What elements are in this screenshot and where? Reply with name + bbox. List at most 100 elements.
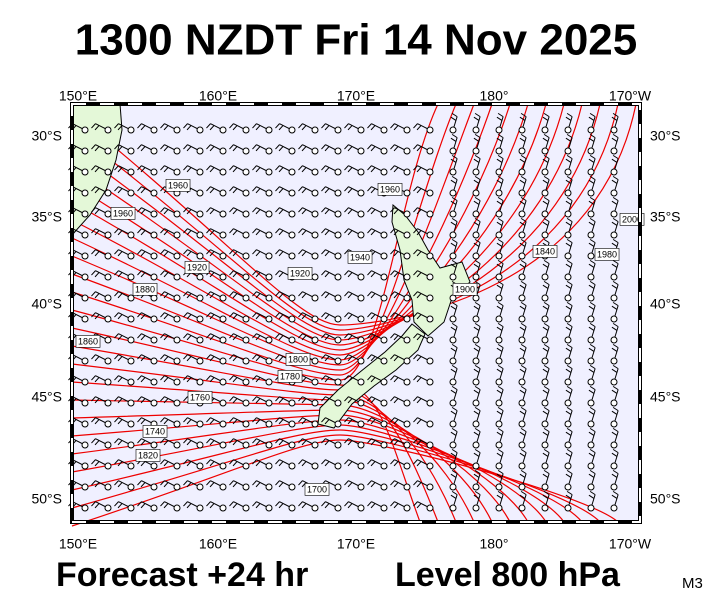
station <box>587 273 595 281</box>
station <box>288 420 296 428</box>
barb-feather <box>611 116 618 121</box>
barb-feather <box>324 314 330 320</box>
barb-feather <box>344 333 349 339</box>
barb-feather <box>163 440 169 446</box>
station <box>334 210 342 218</box>
barb-feather <box>278 251 284 257</box>
barb-feather <box>206 186 211 192</box>
station <box>472 336 480 344</box>
barb-feather <box>347 188 353 194</box>
station <box>219 336 227 344</box>
station <box>426 462 434 470</box>
station <box>81 420 89 428</box>
station <box>288 399 296 407</box>
station <box>357 357 365 365</box>
station <box>518 147 526 155</box>
barb-feather <box>229 228 234 234</box>
barb-feather <box>324 230 330 236</box>
station <box>242 252 250 260</box>
barb-feather <box>252 417 257 423</box>
barb-feather <box>413 123 418 129</box>
barb-feather <box>370 188 376 194</box>
barb-feather <box>520 448 527 454</box>
station <box>426 483 434 491</box>
barb-feather <box>94 419 100 425</box>
barb-feather <box>252 501 257 507</box>
station <box>587 315 595 323</box>
barb-feather <box>473 473 480 478</box>
station <box>311 252 319 260</box>
barb-feather <box>474 469 481 475</box>
barb-feather <box>451 322 458 328</box>
barb-feather <box>497 238 504 244</box>
station <box>357 189 365 197</box>
station <box>150 315 158 323</box>
station <box>334 252 342 260</box>
station <box>127 462 135 470</box>
contour-label-box <box>304 483 330 496</box>
barb-feather <box>612 448 619 454</box>
barb-feather <box>451 406 458 412</box>
station <box>334 483 342 491</box>
barb-feather <box>278 293 284 299</box>
barb-feather <box>94 314 100 320</box>
station <box>265 231 273 239</box>
barb-feather <box>137 312 142 318</box>
barb-feather <box>114 438 119 444</box>
contour-line <box>71 439 619 527</box>
station <box>104 378 112 386</box>
station <box>219 210 227 218</box>
station <box>81 231 89 239</box>
barb-feather <box>160 375 165 381</box>
station <box>587 399 595 407</box>
barb-feather <box>321 144 326 150</box>
barb-feather <box>451 301 458 307</box>
station <box>472 210 480 218</box>
barb-feather <box>520 217 527 223</box>
barb-feather <box>163 251 169 257</box>
barb-feather <box>298 459 303 465</box>
barb-feather <box>370 482 376 488</box>
barb-feather <box>140 377 146 383</box>
barb-feather <box>229 396 234 402</box>
barb-feather <box>186 461 192 467</box>
station <box>288 210 296 218</box>
barb-feather <box>209 188 215 194</box>
barb-feather <box>344 228 349 234</box>
station <box>495 441 503 449</box>
station <box>173 252 181 260</box>
barb-feather <box>588 242 595 247</box>
barb-feather <box>255 146 261 152</box>
barb-feather <box>255 377 261 383</box>
station <box>541 357 549 365</box>
barb-feather <box>566 322 573 328</box>
barb-feather <box>520 343 527 349</box>
barb-feather <box>473 305 480 310</box>
barb-feather <box>416 461 422 467</box>
barb-feather <box>450 221 457 226</box>
station <box>219 378 227 386</box>
barb-feather <box>255 293 261 299</box>
barb-feather <box>255 440 261 446</box>
station <box>219 441 227 449</box>
barb-feather <box>474 490 481 496</box>
barb-feather <box>497 217 504 223</box>
barb-feather <box>450 263 457 268</box>
barb-feather <box>344 165 349 171</box>
barb-feather <box>324 251 330 257</box>
barb-feather <box>321 501 326 507</box>
barb-feather <box>229 459 234 465</box>
barb-feather <box>91 501 96 507</box>
station <box>380 273 388 281</box>
barb-feather <box>91 375 96 381</box>
barb-feather <box>473 242 480 247</box>
station <box>334 273 342 281</box>
barb-feather <box>186 167 192 173</box>
barb-feather <box>497 448 504 454</box>
barb-feather <box>160 396 165 402</box>
station <box>150 294 158 302</box>
station <box>564 315 572 323</box>
barb-feather <box>496 137 503 142</box>
station <box>150 483 158 491</box>
barb-feather <box>91 396 96 402</box>
